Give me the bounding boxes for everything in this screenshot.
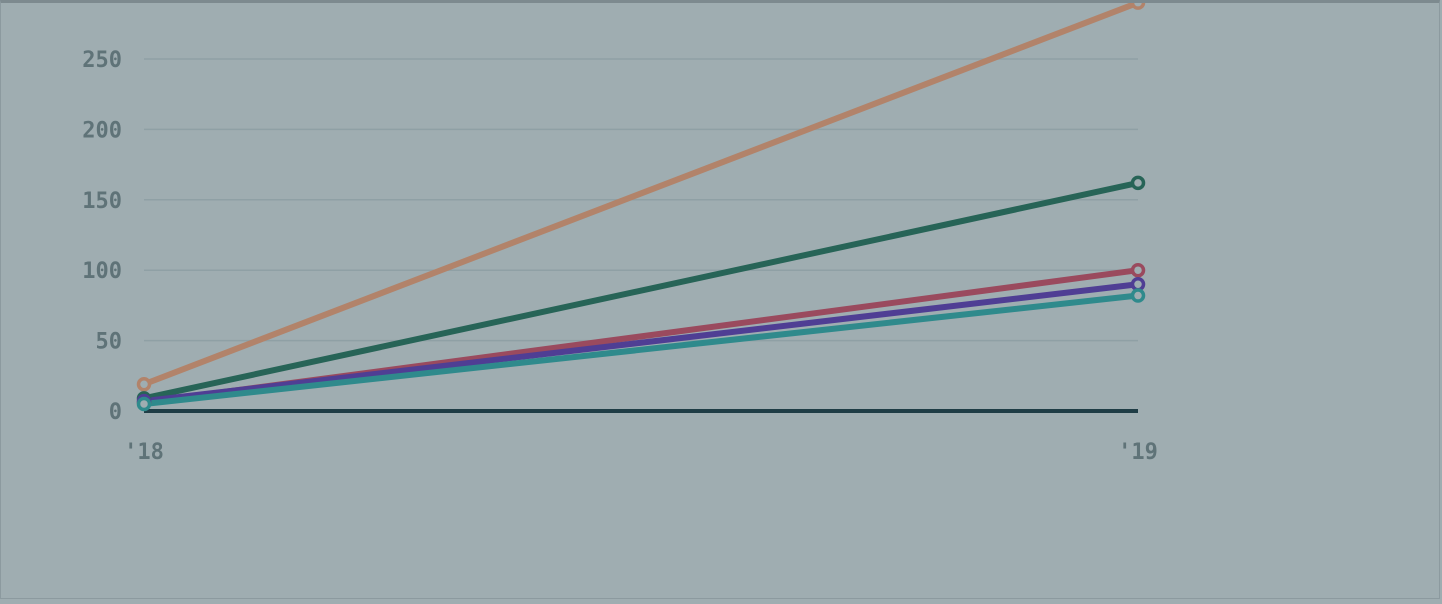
y-tick-label-150: 150	[82, 189, 122, 214]
series-1-point-1	[1130, 175, 1146, 191]
series-4-point-1	[1130, 288, 1146, 303]
series-line-0	[141, 3, 1141, 388]
y-tick-label-100: 100	[82, 259, 122, 284]
series-4-point-0	[136, 396, 152, 412]
series-2-point-1	[1130, 262, 1146, 278]
y-tick-label-250: 250	[82, 48, 122, 73]
x-tick-label-0: '18	[124, 440, 164, 465]
y-tick-label-50: 50	[96, 330, 123, 355]
y-tick-label-200: 200	[82, 118, 122, 143]
series-line-4	[141, 292, 1141, 407]
line-chart: 0 50 100 150 200 250 '18 '19	[82, 3, 1158, 465]
series-line-3	[141, 281, 1141, 405]
series-3-point-1	[1130, 277, 1146, 292]
series-0-point-0	[136, 376, 152, 392]
x-tick-label-1: '19	[1118, 440, 1158, 465]
series-line-1	[141, 179, 1141, 402]
series-0-point-1	[1130, 3, 1146, 10]
y-tick-label-0: 0	[109, 400, 122, 425]
